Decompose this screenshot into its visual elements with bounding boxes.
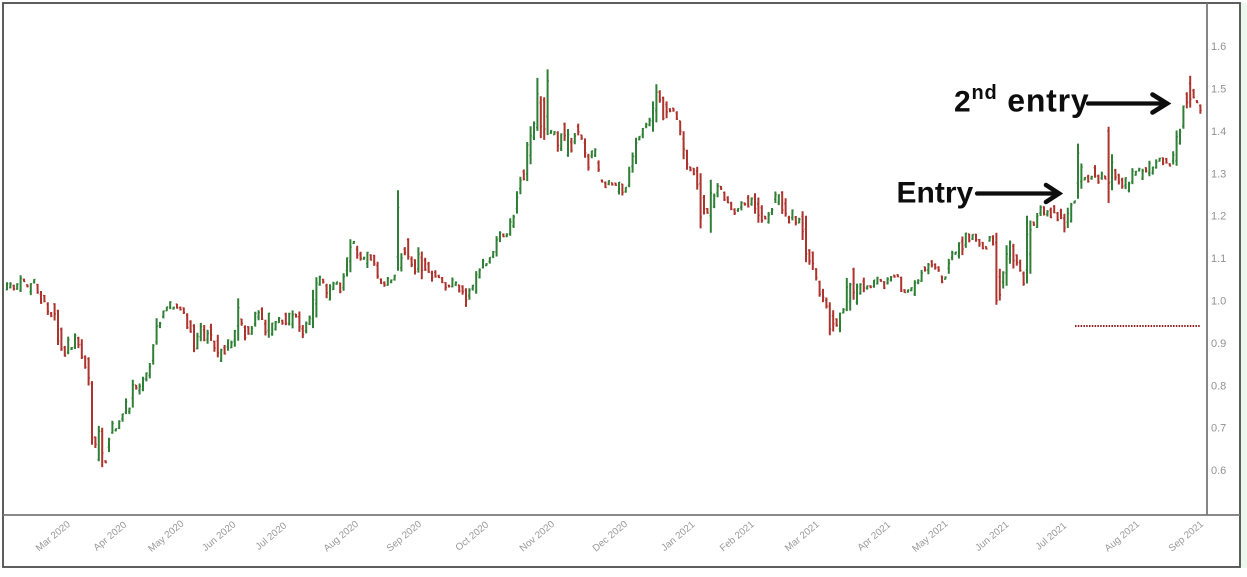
svg-text:0.7: 0.7	[1211, 423, 1226, 435]
svg-text:1.1: 1.1	[1211, 253, 1226, 265]
svg-text:1.3: 1.3	[1211, 168, 1226, 180]
svg-text:0.9: 0.9	[1211, 338, 1226, 350]
svg-text:1.5: 1.5	[1211, 84, 1226, 96]
svg-text:Entry: Entry	[897, 176, 974, 209]
svg-text:1.6: 1.6	[1211, 41, 1226, 53]
svg-text:1.0: 1.0	[1211, 296, 1226, 308]
svg-text:0.6: 0.6	[1211, 465, 1226, 477]
svg-text:1.2: 1.2	[1211, 211, 1226, 223]
svg-text:1.4: 1.4	[1211, 126, 1226, 138]
svg-text:0.8: 0.8	[1211, 380, 1226, 392]
